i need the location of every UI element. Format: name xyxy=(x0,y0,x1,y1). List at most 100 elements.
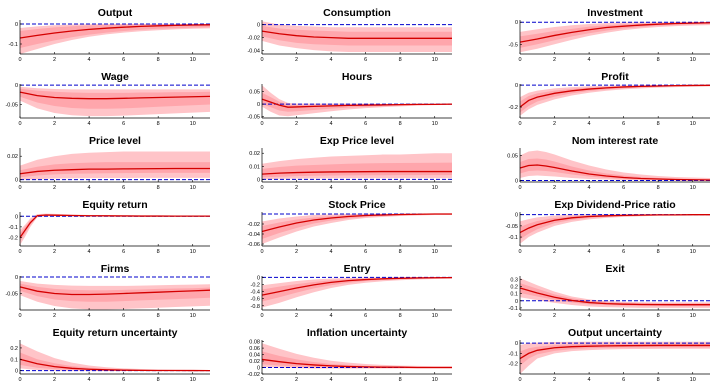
confidence-band-inner xyxy=(520,283,710,307)
x-tick-label: 8 xyxy=(657,249,660,255)
y-tick-label: 0.08 xyxy=(249,340,260,346)
panel-title: Hours xyxy=(342,71,372,83)
x-tick-label: 4 xyxy=(88,185,91,191)
x-tick-label: 6 xyxy=(364,121,367,127)
x-tick-label: 8 xyxy=(399,57,402,63)
y-tick-label: 0 xyxy=(515,20,518,26)
x-tick-label: 6 xyxy=(364,185,367,191)
y-tick-label: -0.1 xyxy=(9,42,18,48)
median-response-line xyxy=(519,84,711,108)
y-tick-label: 0 xyxy=(15,214,18,220)
y-tick-label: 0 xyxy=(15,178,18,184)
y-tick-label: -0.04 xyxy=(247,232,260,238)
confidence-band-outer xyxy=(20,213,210,245)
panel-title: Profit xyxy=(601,71,629,83)
y-tick-label: -0.1 xyxy=(509,235,518,241)
y-tick-label: -0.6 xyxy=(251,297,260,303)
x-tick-label: 2 xyxy=(53,185,56,191)
x-tick-label: 8 xyxy=(399,121,402,127)
x-tick-label: 0 xyxy=(18,57,21,63)
panel-title: Consumption xyxy=(323,7,391,19)
y-tick-label: 0 xyxy=(257,177,260,183)
x-tick-label: 0 xyxy=(518,185,521,191)
median-response-line xyxy=(261,358,452,369)
x-tick-label: 2 xyxy=(295,57,298,63)
y-tick-label: -0.1 xyxy=(9,225,18,231)
median-response-line xyxy=(19,91,211,100)
x-tick-label: 10 xyxy=(690,249,696,255)
y-tick-label: 0 xyxy=(15,22,18,28)
x-tick-label: 2 xyxy=(53,249,56,255)
x-tick-label: 2 xyxy=(295,377,298,383)
confidence-band-inner xyxy=(262,277,452,302)
irf-panel: Investment 0 -0.5 0 2 4 6 8 10 xyxy=(509,7,711,63)
y-tick-label: -0.05 xyxy=(5,102,18,108)
x-tick-label: 6 xyxy=(122,377,125,383)
y-tick-label: -0.2 xyxy=(9,236,18,242)
panel-title: Stock Price xyxy=(328,199,385,211)
x-tick-label: 10 xyxy=(690,57,696,63)
x-tick-label: 8 xyxy=(657,313,660,319)
x-tick-label: 2 xyxy=(553,185,556,191)
x-tick-label: 10 xyxy=(690,313,696,319)
x-tick-label: 10 xyxy=(690,377,696,383)
confidence-band-outer xyxy=(20,343,210,371)
y-tick-label: -0.5 xyxy=(509,42,518,48)
x-tick-label: 8 xyxy=(657,185,660,191)
x-tick-label: 4 xyxy=(88,57,91,63)
x-tick-label: 2 xyxy=(53,57,56,63)
y-tick-label: 0.04 xyxy=(249,353,260,359)
confidence-band-outer xyxy=(262,85,452,117)
y-tick-label: 0.2 xyxy=(510,285,518,291)
x-tick-label: 10 xyxy=(432,313,438,319)
x-tick-label: 8 xyxy=(157,57,160,63)
irf-panel: Firms 0 -0.05 0 2 4 6 8 10 xyxy=(5,263,211,319)
x-tick-label: 4 xyxy=(588,249,591,255)
x-tick-label: 10 xyxy=(432,249,438,255)
y-tick-label: 0.05 xyxy=(249,90,260,96)
x-tick-label: 2 xyxy=(553,377,556,383)
y-tick-label: -0.02 xyxy=(247,36,260,42)
x-tick-label: 2 xyxy=(295,249,298,255)
panel-title: Exit xyxy=(605,263,625,275)
x-tick-label: 0 xyxy=(260,121,263,127)
x-tick-label: 8 xyxy=(157,249,160,255)
x-tick-label: 2 xyxy=(295,313,298,319)
panel-title: Price level xyxy=(89,135,141,147)
y-tick-label: 0 xyxy=(515,179,518,185)
x-tick-label: 0 xyxy=(260,249,263,255)
median-response-line xyxy=(19,24,211,39)
x-tick-label: 10 xyxy=(690,185,696,191)
x-tick-label: 4 xyxy=(588,313,591,319)
x-tick-label: 6 xyxy=(622,121,625,127)
median-response-line xyxy=(19,358,211,372)
x-tick-label: 6 xyxy=(364,249,367,255)
x-tick-label: 0 xyxy=(18,377,21,383)
confidence-band-inner xyxy=(520,158,710,181)
panel-title: Investment xyxy=(587,7,643,19)
x-tick-label: 2 xyxy=(53,377,56,383)
panel-title: Exp Dividend-Price ratio xyxy=(554,199,675,211)
y-tick-label: -0.2 xyxy=(509,105,518,111)
x-tick-label: 2 xyxy=(553,57,556,63)
x-tick-label: 8 xyxy=(399,185,402,191)
confidence-band-inner xyxy=(262,92,452,112)
x-tick-label: 10 xyxy=(190,377,196,383)
x-tick-label: 0 xyxy=(518,377,521,383)
y-tick-label: 0 xyxy=(257,23,260,29)
panel-title: Exp Price level xyxy=(320,135,394,147)
y-tick-label: -0.4 xyxy=(251,290,260,296)
y-tick-label: 0 xyxy=(257,102,260,108)
irf-panel: Nom interest rate 0.05 00 2 4 6 8 10 xyxy=(507,135,711,191)
confidence-band-outer xyxy=(520,85,710,116)
panel-title: Wage xyxy=(101,71,129,83)
panel-title: Output uncertainty xyxy=(568,327,662,339)
x-tick-label: 6 xyxy=(364,57,367,63)
x-tick-label: 4 xyxy=(88,121,91,127)
x-tick-label: 10 xyxy=(190,121,196,127)
x-tick-label: 6 xyxy=(122,185,125,191)
y-tick-label: 0 xyxy=(15,369,18,375)
